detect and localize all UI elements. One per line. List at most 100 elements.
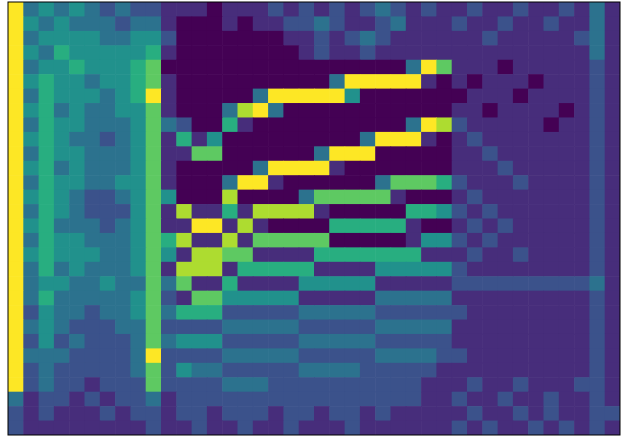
heatmap-cell <box>69 31 85 46</box>
heatmap-cell <box>498 132 514 147</box>
heatmap-cell <box>574 421 590 435</box>
heatmap-cell <box>192 74 208 89</box>
heatmap-cell <box>406 247 422 262</box>
heatmap-cell <box>268 392 284 407</box>
heatmap-cell <box>146 348 162 363</box>
heatmap-cell <box>207 103 223 118</box>
heatmap-cell <box>574 103 590 118</box>
heatmap-cell <box>314 421 330 435</box>
heatmap-cell <box>100 60 116 75</box>
heatmap-cell <box>268 161 284 176</box>
heatmap-cell <box>161 16 177 31</box>
heatmap-cell <box>329 190 345 205</box>
heatmap-cell <box>8 161 24 176</box>
heatmap-cell <box>299 219 315 234</box>
heatmap-cell <box>482 320 498 335</box>
heatmap-cell <box>222 233 238 248</box>
heatmap-cell <box>605 406 620 421</box>
heatmap-cell <box>406 377 422 392</box>
heatmap-cell <box>589 320 605 335</box>
heatmap-cell <box>467 146 483 161</box>
heatmap-cell <box>498 334 514 349</box>
heatmap-cell <box>161 348 177 363</box>
heatmap-cell <box>100 247 116 262</box>
heatmap-cell <box>574 406 590 421</box>
heatmap-cell <box>39 89 55 104</box>
heatmap-cell <box>314 117 330 132</box>
heatmap-cell <box>513 103 529 118</box>
heatmap-cell <box>207 190 223 205</box>
heatmap-cell <box>161 74 177 89</box>
heatmap-cell <box>222 2 238 17</box>
heatmap-cell <box>345 2 361 17</box>
heatmap-cell <box>100 348 116 363</box>
heatmap-cell <box>329 132 345 147</box>
heatmap-cell <box>559 60 575 75</box>
heatmap-cell <box>8 219 24 234</box>
heatmap-cell <box>8 60 24 75</box>
heatmap-cell <box>115 334 131 349</box>
heatmap-cell <box>69 262 85 277</box>
heatmap-cell <box>406 60 422 75</box>
heatmap-cell <box>391 233 407 248</box>
heatmap-cell <box>329 334 345 349</box>
heatmap-cell <box>559 45 575 60</box>
heatmap-cell <box>467 161 483 176</box>
heatmap-cell <box>207 161 223 176</box>
heatmap-cell <box>222 31 238 46</box>
heatmap-cell <box>100 16 116 31</box>
heatmap-cell <box>39 276 55 291</box>
heatmap-cell <box>574 204 590 219</box>
heatmap-cell <box>406 89 422 104</box>
heatmap-cell <box>360 233 376 248</box>
heatmap-cell <box>360 175 376 190</box>
heatmap-cell <box>85 45 101 60</box>
heatmap-cell <box>222 276 238 291</box>
heatmap-cell <box>69 291 85 306</box>
heatmap-cell <box>39 117 55 132</box>
heatmap-cell <box>100 190 116 205</box>
heatmap-cell <box>605 190 620 205</box>
heatmap-cell <box>589 89 605 104</box>
heatmap-cell <box>528 74 544 89</box>
heatmap-cell <box>391 377 407 392</box>
heatmap-cell <box>222 392 238 407</box>
heatmap-cell <box>498 377 514 392</box>
heatmap-cell <box>345 204 361 219</box>
heatmap-cell <box>513 262 529 277</box>
heatmap-cell <box>85 305 101 320</box>
heatmap-cell <box>482 117 498 132</box>
heatmap-cell <box>238 89 254 104</box>
heatmap-cell <box>222 377 238 392</box>
heatmap-cell <box>559 16 575 31</box>
heatmap-cell <box>375 247 391 262</box>
heatmap-cell <box>345 320 361 335</box>
heatmap-cell <box>8 175 24 190</box>
heatmap-cell <box>436 89 452 104</box>
heatmap-cell <box>482 291 498 306</box>
heatmap-cell <box>253 103 269 118</box>
heatmap-cell <box>222 16 238 31</box>
heatmap-cell <box>498 348 514 363</box>
heatmap-cell <box>467 103 483 118</box>
heatmap-cell <box>8 204 24 219</box>
heatmap-cells <box>8 2 620 435</box>
heatmap-cell <box>574 305 590 320</box>
heatmap-cell <box>436 348 452 363</box>
heatmap-cell <box>130 74 146 89</box>
heatmap-cell <box>498 2 514 17</box>
heatmap-cell <box>192 247 208 262</box>
heatmap-cell <box>8 262 24 277</box>
heatmap-cell <box>176 103 192 118</box>
heatmap-cell <box>559 363 575 378</box>
heatmap-cell <box>589 132 605 147</box>
heatmap-cell <box>39 348 55 363</box>
heatmap-cell <box>161 146 177 161</box>
heatmap-cell <box>146 161 162 176</box>
heatmap-cell <box>498 190 514 205</box>
heatmap-cell <box>406 74 422 89</box>
heatmap-cell <box>23 103 39 118</box>
heatmap-cell <box>452 132 468 147</box>
heatmap-cell <box>23 89 39 104</box>
heatmap-cell <box>23 406 39 421</box>
